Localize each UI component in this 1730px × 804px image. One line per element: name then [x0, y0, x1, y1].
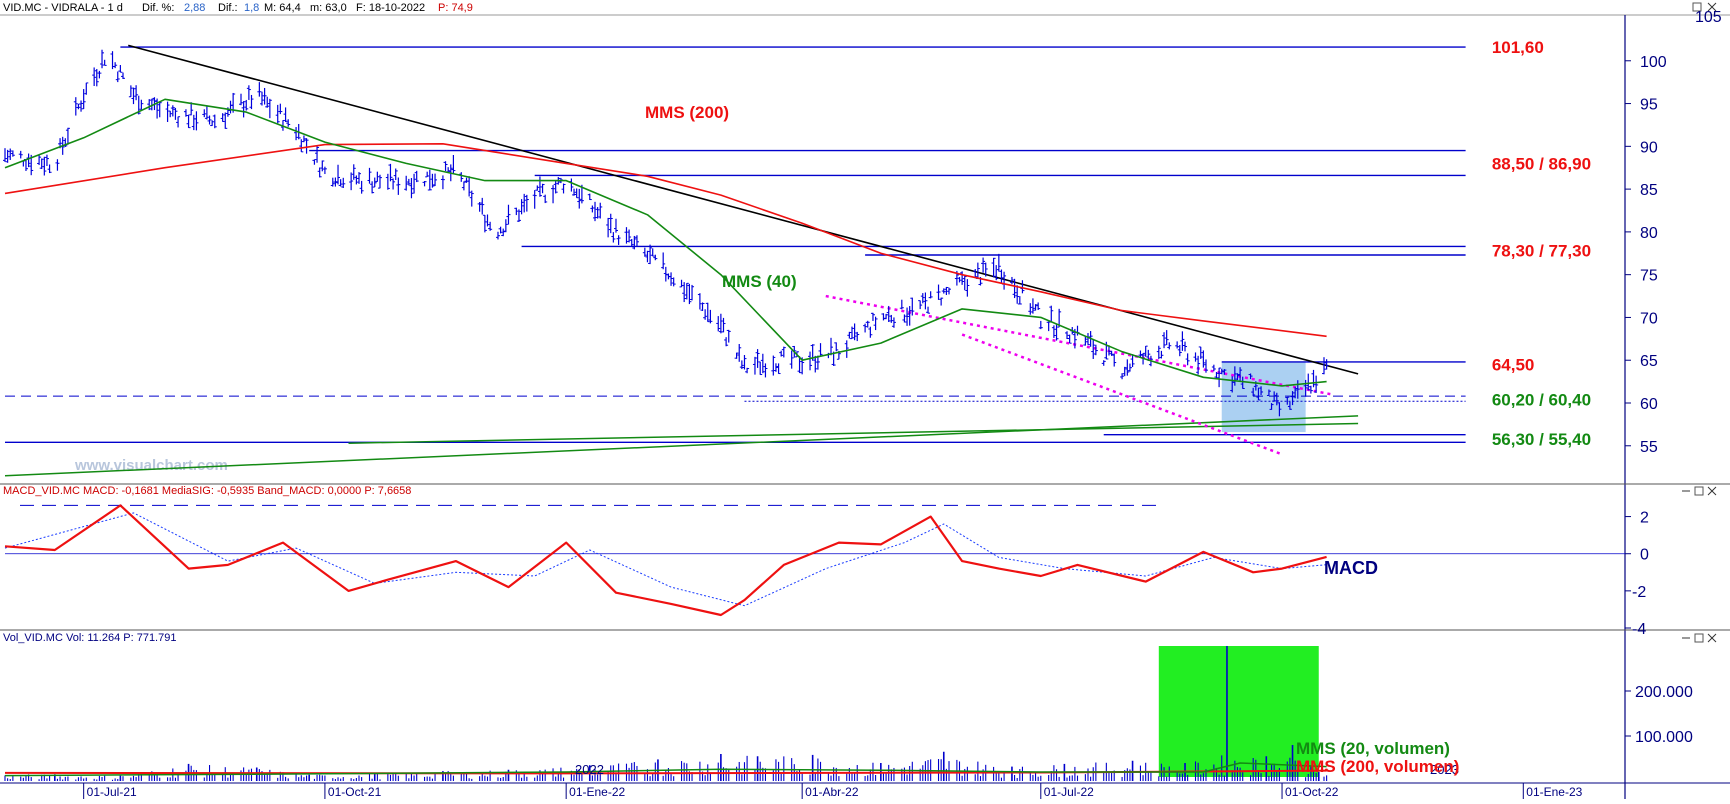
volume-panel-buttons[interactable] [1682, 633, 1717, 643]
channel-line [961, 333, 1283, 456]
volume-tick-label: 100.000 [1635, 729, 1693, 746]
price-tick-label: 60 [1640, 396, 1658, 413]
max-value: M: 64,4 [264, 2, 301, 14]
volume-highlight-box [1158, 646, 1319, 777]
macd-label: MACD [1324, 558, 1378, 578]
min-value: m: 63,0 [310, 2, 347, 14]
maximize-icon[interactable] [1692, 2, 1702, 12]
price-tick-label: 70 [1640, 310, 1658, 327]
x-tick-label: 01-Jul-22 [1044, 785, 1094, 799]
macd-tick-label: -4 [1632, 621, 1646, 638]
price-axis-top-tick: 105 [1695, 9, 1722, 26]
maximize-icon[interactable] [1694, 633, 1704, 643]
macd-signal-line [4, 512, 1327, 607]
volume-header: Vol_VID.MC Vol: 11.264 P: 771.791 [3, 632, 176, 644]
level-label: 88,50 / 86,90 [1492, 154, 1591, 173]
close-icon[interactable] [1707, 486, 1717, 496]
header-info: VID.MC - VIDRALA - 1 d Dif. %: 2,88 Dif.… [3, 2, 473, 14]
x-tick-label: 01-Abr-22 [805, 785, 859, 799]
p-value: P: 74,9 [438, 2, 473, 14]
watermark: www.visualchart.com [74, 457, 228, 474]
macd-line [4, 504, 1327, 617]
support-trendline [4, 415, 1359, 477]
x-tick-label: 01-Jul-21 [87, 785, 137, 799]
close-icon[interactable] [1707, 633, 1717, 643]
level-label: 56,30 / 55,40 [1492, 430, 1591, 449]
resistance-trendline [128, 44, 1359, 375]
level-label: 60,20 / 60,40 [1492, 391, 1591, 410]
price-tick-label: 95 [1640, 97, 1658, 114]
price-tick-label: 55 [1640, 439, 1658, 456]
support-trendline [348, 422, 1359, 444]
volume-tick-label: 200.000 [1635, 684, 1693, 701]
x-tick-label: 01-Oct-22 [1285, 785, 1339, 799]
close-icon[interactable] [1707, 2, 1717, 12]
level-label: 78,30 / 77,30 [1492, 242, 1591, 261]
macd-tick-label: 0 [1640, 547, 1649, 564]
macd-tick-label: 2 [1640, 510, 1649, 527]
x-tick-label: 01-Ene-23 [1526, 785, 1582, 799]
price-tick-label: 75 [1640, 268, 1658, 285]
maximize-icon[interactable] [1694, 486, 1704, 496]
level-label: 64,50 [1492, 356, 1535, 375]
legend-mms200-volume: MMS (200, volumen) [1296, 757, 1459, 776]
price-tick-label: 100 [1640, 54, 1667, 71]
dif-label: Dif.: [218, 2, 238, 14]
x-tick-label: 01-Ene-22 [569, 785, 625, 799]
dif-value: 1,8 [244, 2, 259, 14]
symbol-title: VID.MC - VIDRALA - 1 d [3, 2, 123, 14]
price-tick-label: 80 [1640, 225, 1658, 242]
year-label-2022: 2022 [575, 762, 604, 777]
macd-tick-label: -2 [1632, 584, 1646, 601]
mms200-label: MMS (200) [645, 103, 729, 122]
macd-panel-buttons[interactable] [1682, 486, 1717, 496]
x-tick-label: 01-Oct-21 [328, 785, 382, 799]
dif-pct-label: Dif. %: [142, 2, 174, 14]
macd-header: MACD_VID.MC MACD: -0,1681 MediaSIG: -0,5… [3, 485, 411, 497]
year-label-2023: 2023 [1430, 762, 1459, 777]
price-tick-label: 90 [1640, 139, 1658, 156]
legend-mms20-volume: MMS (20, volumen) [1296, 739, 1450, 758]
price-tick-label: 65 [1640, 353, 1658, 370]
mms40-label: MMS (40) [722, 272, 797, 291]
mms40-line [4, 98, 1327, 387]
level-label: 101,60 [1492, 38, 1544, 57]
mms200-line [4, 143, 1327, 338]
volume-mms20-line [4, 762, 1327, 777]
date-value: F: 18-10-2022 [356, 2, 425, 14]
dif-pct-value: 2,88 [184, 2, 205, 14]
price-tick-label: 85 [1640, 182, 1658, 199]
price-panel-buttons[interactable] [1692, 2, 1717, 12]
